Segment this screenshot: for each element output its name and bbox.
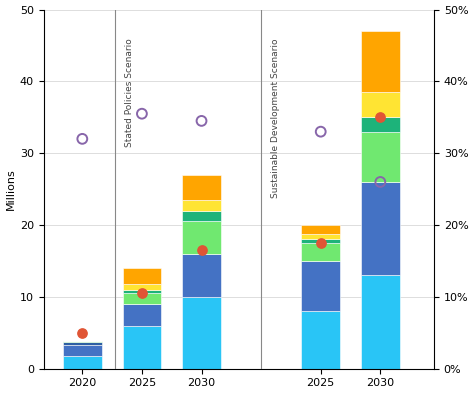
Point: [138, 290, 146, 296]
Point: [79, 136, 86, 142]
Bar: [301, 261, 340, 311]
Point: [376, 179, 384, 185]
Bar: [123, 290, 161, 293]
Bar: [182, 297, 221, 369]
Point: [79, 330, 86, 336]
Bar: [63, 342, 102, 345]
Bar: [182, 254, 221, 297]
Point: [138, 111, 146, 117]
Point: [198, 247, 205, 253]
Bar: [301, 234, 340, 240]
Bar: [63, 345, 102, 356]
Bar: [361, 31, 400, 92]
Point: [198, 118, 205, 124]
Text: Sustainable Development Scenario: Sustainable Development Scenario: [271, 38, 280, 198]
Bar: [301, 243, 340, 261]
Bar: [361, 92, 400, 117]
Bar: [361, 182, 400, 275]
Point: [317, 240, 325, 246]
Bar: [182, 211, 221, 221]
Bar: [301, 225, 340, 234]
Bar: [123, 268, 161, 284]
Bar: [123, 325, 161, 369]
Bar: [182, 221, 221, 254]
Bar: [123, 284, 161, 290]
Bar: [361, 275, 400, 369]
Point: [376, 114, 384, 121]
Bar: [182, 200, 221, 211]
Bar: [182, 175, 221, 200]
Bar: [361, 117, 400, 132]
Bar: [63, 341, 102, 342]
Bar: [63, 356, 102, 369]
Text: Stated Policies Scenario: Stated Policies Scenario: [125, 38, 134, 147]
Bar: [301, 311, 340, 369]
Y-axis label: Millions: Millions: [6, 168, 16, 210]
Point: [317, 128, 325, 135]
Bar: [301, 240, 340, 243]
Bar: [361, 132, 400, 182]
Bar: [123, 293, 161, 304]
Bar: [123, 304, 161, 325]
